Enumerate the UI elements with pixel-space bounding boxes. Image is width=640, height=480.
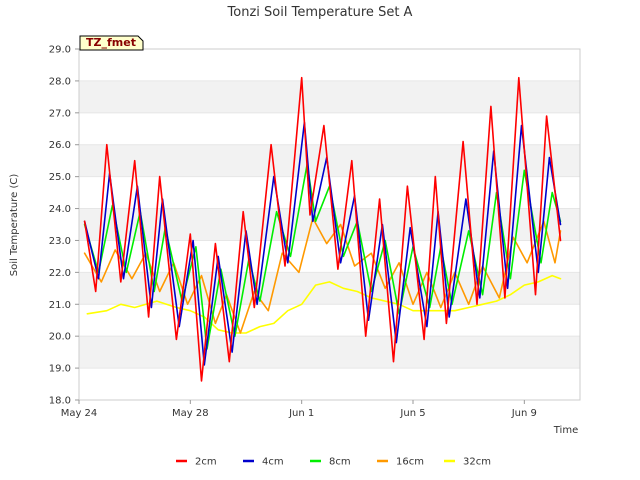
- series-line-8cm: [83, 163, 562, 350]
- legend-label-4cm: 4cm: [262, 457, 284, 468]
- series-line-32cm: [86, 274, 562, 334]
- x-tick-label: May 28: [172, 408, 209, 419]
- series-line-4cm: [83, 121, 562, 366]
- y-tick-label: 24.0: [49, 204, 71, 215]
- y-tick-label: 23.0: [49, 236, 71, 247]
- x-axis-title: Time: [553, 425, 578, 436]
- legend-label-32cm: 32cm: [463, 457, 491, 468]
- grid-band: [79, 112, 580, 145]
- y-tick-label: 19.0: [49, 364, 71, 375]
- y-tick-label: 18.0: [49, 396, 71, 407]
- grid-band: [79, 49, 580, 81]
- grid-band: [79, 272, 580, 305]
- badge-label: TZ_fmet: [86, 36, 136, 49]
- plot-frame: [78, 48, 581, 401]
- y-tick-label: 25.0: [49, 172, 71, 183]
- y-tick-label: 20.0: [49, 332, 71, 343]
- y-tick-label: 27.0: [49, 108, 71, 119]
- y-axis: 18.0 19.0 20.0 21.0 22.0 23.0 24.0 25.0 26.0 27.0…: [49, 45, 79, 407]
- station-badge: TZ_fmet: [79, 35, 144, 51]
- grid-band: [79, 208, 580, 241]
- x-tick-label: Jun 9: [511, 408, 537, 419]
- badge-box: [79, 35, 144, 51]
- y-tick-label: 22.0: [49, 268, 71, 279]
- grid-band: [79, 144, 580, 177]
- legend: 2cm 4cm 8cm 16cm 32cm: [176, 457, 491, 468]
- legend-label-2cm: 2cm: [195, 457, 217, 468]
- y-axis-title: Soil Temperature (C): [9, 174, 20, 277]
- x-tick-label: Jun 5: [399, 408, 425, 419]
- y-tick-label: 29.0: [49, 45, 71, 56]
- legend-label-16cm: 16cm: [396, 457, 424, 468]
- grid-band: [79, 80, 580, 113]
- grid-bands: [79, 49, 580, 401]
- series-line-2cm: [83, 76, 562, 382]
- x-tick-label: May 24: [61, 408, 98, 419]
- grid-band: [79, 304, 580, 337]
- grid-band: [79, 336, 580, 369]
- y-tick-label: 28.0: [49, 76, 71, 87]
- y-tick-label: 21.0: [49, 300, 71, 311]
- grid-band: [79, 368, 580, 400]
- x-axis: May 24 May 28 Jun 1 Jun 5 Jun 9: [61, 400, 537, 419]
- y-tick-label: 26.0: [49, 140, 71, 151]
- chart-title: Tonzi Soil Temperature Set A: [227, 5, 413, 20]
- legend-label-8cm: 8cm: [329, 457, 351, 468]
- series-layer: [83, 76, 562, 382]
- x-tick-label: Jun 1: [288, 408, 314, 419]
